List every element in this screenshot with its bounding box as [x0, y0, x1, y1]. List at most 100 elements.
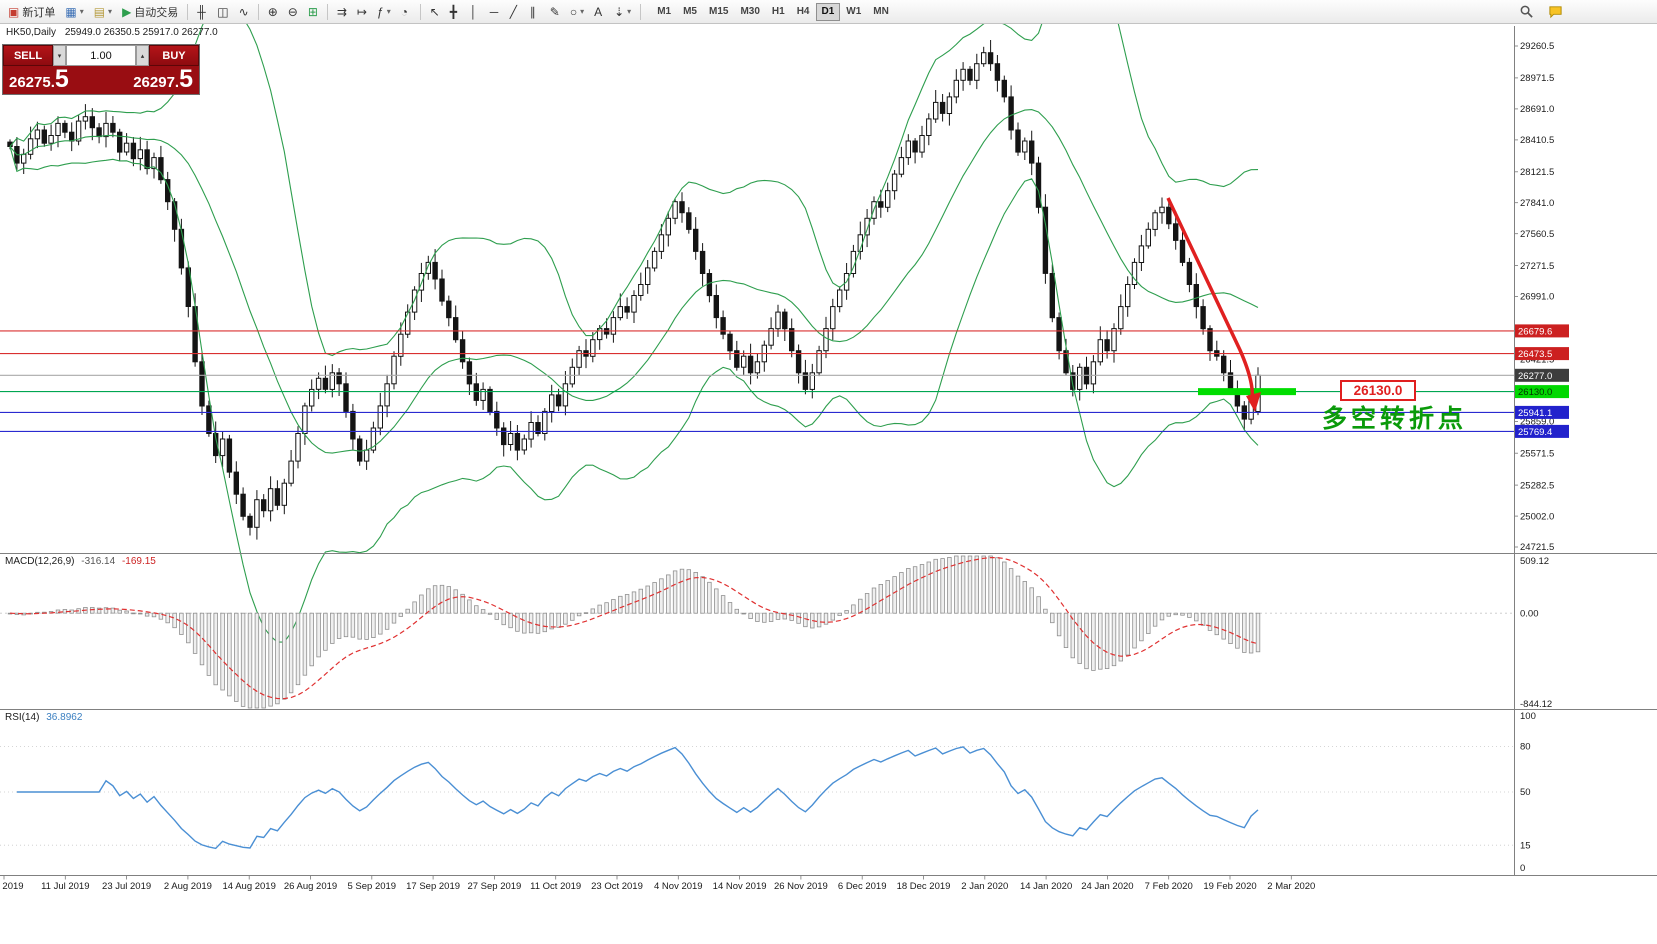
toolbar-separator [640, 3, 642, 20]
volume-up-button[interactable]: ▴ [136, 45, 149, 66]
horizontal-line-button[interactable]: ─ [485, 2, 505, 22]
buy-button[interactable]: BUY [149, 45, 199, 66]
chevron-down-icon: ▾ [627, 7, 632, 16]
crosshair-glyph: ╋ [449, 4, 458, 19]
volume-input[interactable] [66, 45, 136, 66]
date-axis: Jun 2019 11 Jul 2019 23 Jul 2019 2 Aug 2019… [0, 875, 1315, 892]
new-order-button-label: 新订单 [22, 6, 56, 19]
toolbar-groups: ▣ 新订单 ▦ ▾ ▤ ▾ ▶ 自动交易 ╫ ◫ ∿ ⊕ ⊖ ⊞ ⇉ ↦ ƒ ▾ ◔ ↖ ╋ │ ─ ╱ ∥ ✎ ○ ▾ A ⇣ ▾ [3, 2, 636, 22]
fibonacci-button[interactable]: ✎ [545, 2, 565, 22]
zoom-out-button[interactable]: ⊖ [283, 2, 303, 22]
chevron-down-icon: ▾ [386, 7, 391, 16]
bar-chart-icon[interactable]: ╫ [192, 2, 212, 22]
svg-text:25282.5: 25282.5 [1520, 480, 1554, 491]
new-chart-button[interactable]: ▦ ▾ [60, 2, 88, 22]
svg-text:Jun 2019: Jun 2019 [0, 881, 24, 892]
shapes-button[interactable]: ○ ▾ [565, 2, 589, 22]
chart-shift-button[interactable]: ↦ [352, 2, 372, 22]
svg-text:24 Jan 2020: 24 Jan 2020 [1081, 881, 1133, 892]
svg-text:27271.5: 27271.5 [1520, 261, 1554, 272]
text-glyph: A [594, 4, 603, 19]
trend-arrow-head[interactable] [1246, 392, 1261, 412]
rsi-name: RSI(14) [5, 712, 40, 723]
new-order-button[interactable]: ▣ 新订单 [3, 2, 60, 22]
buy-price[interactable]: 26297. 5 [133, 65, 193, 93]
svg-text:6 Dec 2019: 6 Dec 2019 [838, 881, 887, 892]
svg-text:27841.0: 27841.0 [1520, 198, 1554, 209]
svg-text:-844.12: -844.12 [1520, 699, 1552, 710]
bar-chart-icon-glyph: ╫ [197, 4, 206, 19]
svg-text:50: 50 [1520, 787, 1531, 798]
svg-text:19 Feb 2020: 19 Feb 2020 [1203, 881, 1256, 892]
chat-icon[interactable] [1543, 2, 1568, 22]
toolbar-right [1514, 2, 1654, 22]
line-chart-icon[interactable]: ∿ [234, 2, 254, 22]
svg-text:18 Dec 2019: 18 Dec 2019 [897, 881, 951, 892]
indicators-button[interactable]: ƒ ▾ [372, 2, 396, 22]
svg-text:17 Sep 2019: 17 Sep 2019 [406, 881, 460, 892]
timeframe-h1[interactable]: H1 [766, 3, 791, 21]
zoom-in-glyph: ⊕ [267, 4, 278, 19]
timeframe-switcher: M1 M5 M15 M30 H1 H4 D1 W1 MN [651, 2, 895, 21]
auto-scroll-button[interactable]: ⇉ [332, 2, 352, 22]
search-icon[interactable] [1514, 2, 1539, 22]
svg-text:25941.1: 25941.1 [1518, 408, 1552, 419]
new-chart-glyph: ▦ [65, 4, 77, 19]
macd-value: -316.14 [81, 556, 116, 567]
cursor-button[interactable]: ↖ [425, 2, 445, 22]
timeframe-mn[interactable]: MN [867, 3, 895, 21]
chevron-down-icon: ▾ [108, 7, 113, 16]
horizontal-line-glyph: ─ [489, 4, 499, 19]
timeframe-m15[interactable]: M15 [703, 3, 734, 21]
trendline-button[interactable]: ╱ [505, 2, 525, 22]
chart-annotations[interactable] [1166, 197, 1296, 412]
svg-text:28691.0: 28691.0 [1520, 104, 1554, 115]
svg-text:2 Mar 2020: 2 Mar 2020 [1267, 881, 1315, 892]
timeframe-d1[interactable]: D1 [815, 2, 841, 21]
sell-button[interactable]: SELL [3, 45, 53, 66]
svg-text:27560.5: 27560.5 [1520, 229, 1554, 240]
svg-text:26473.5: 26473.5 [1518, 349, 1552, 360]
svg-text:26991.0: 26991.0 [1520, 292, 1554, 303]
candlestick-chart-icon[interactable]: ◫ [212, 2, 233, 22]
svg-text:2 Aug 2019: 2 Aug 2019 [164, 881, 212, 892]
profiles-button[interactable]: ▤ ▾ [89, 2, 117, 22]
arrows-button[interactable]: ⇣ ▾ [609, 2, 636, 22]
tile-windows-button[interactable]: ⊞ [303, 2, 323, 22]
svg-text:0.00: 0.00 [1520, 608, 1539, 619]
svg-text:28971.5: 28971.5 [1520, 73, 1554, 84]
macd-label: MACD(12,26,9) -316.14 -169.15 [5, 556, 156, 567]
cycles-button[interactable]: ◔ [396, 2, 416, 22]
annotation-turning-point-text[interactable]: 多空转折点 [1322, 405, 1468, 433]
text-button[interactable]: A [589, 2, 609, 22]
buy-price-big-digit: 5 [179, 65, 193, 93]
timeframe-m5[interactable]: M5 [677, 3, 703, 21]
timeframe-w1[interactable]: W1 [840, 3, 867, 21]
svg-text:80: 80 [1520, 742, 1531, 753]
crosshair-button[interactable]: ╋ [445, 2, 465, 22]
profiles-glyph: ▤ [93, 4, 106, 19]
cycles-glyph: ◔ [400, 4, 408, 19]
arrows-glyph: ⇣ [614, 4, 625, 19]
chat-bubble-glyph [1549, 6, 1562, 19]
order-controls-row: SELL ▾ ▴ BUY [3, 45, 199, 66]
svg-text:26277.0: 26277.0 [1518, 371, 1552, 382]
cursor-glyph: ↖ [429, 4, 440, 19]
algo-trading-button[interactable]: ▶ 自动交易 [117, 2, 183, 22]
timeframe-h4[interactable]: H4 [791, 3, 816, 21]
svg-text:29260.5: 29260.5 [1520, 41, 1554, 52]
algo-trading-button-label: 自动交易 [134, 6, 179, 19]
zoom-in-button[interactable]: ⊕ [263, 2, 283, 22]
rsi-panel: 100 80 50 15 0 [0, 711, 1536, 874]
horizontal-levels[interactable] [0, 330, 1514, 432]
timeframe-m1[interactable]: M1 [651, 3, 677, 21]
channel-button[interactable]: ∥ [525, 2, 545, 22]
timeframe-m30[interactable]: M30 [734, 3, 765, 21]
svg-text:25769.4: 25769.4 [1518, 427, 1552, 438]
volume-down-button[interactable]: ▾ [53, 45, 66, 66]
annotation-price-box[interactable]: 26130.0 [1340, 380, 1416, 401]
svg-text:14 Jan 2020: 14 Jan 2020 [1020, 881, 1072, 892]
sell-price[interactable]: 26275. 5 [9, 66, 69, 91]
vertical-line-button[interactable]: │ [465, 2, 485, 22]
